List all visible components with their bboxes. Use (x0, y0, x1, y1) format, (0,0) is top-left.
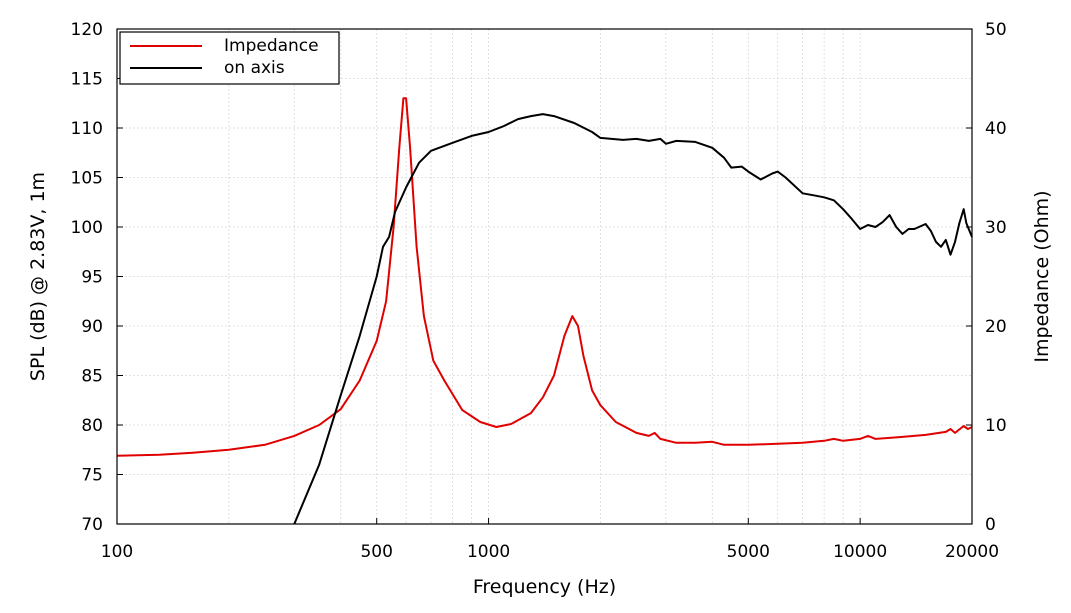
x-tick-label: 5000 (727, 542, 770, 562)
y-tick-label: 120 (71, 20, 103, 40)
y-tick-label: 70 (81, 515, 103, 535)
legend-label: Impedance (224, 36, 319, 56)
y2-tick-label: 10 (985, 416, 1007, 436)
y-tick-label: 115 (71, 70, 103, 90)
series-layer (116, 97, 973, 525)
y-axis-label: SPL (dB) @ 2.83V, 1m (27, 172, 49, 381)
x-axis-label: Frequency (Hz) (473, 576, 616, 598)
y2-tick-label: 20 (985, 317, 1007, 337)
series-line-on-axis (293, 113, 973, 525)
x-tick-label: 500 (360, 542, 392, 562)
grid (117, 29, 972, 524)
y-tick-label: 85 (81, 367, 103, 387)
legend-label: on axis (224, 58, 285, 78)
y2-tick-label: 50 (985, 20, 1007, 40)
y-tick-label: 110 (71, 119, 103, 139)
y2-tick-label: 30 (985, 218, 1007, 238)
x-tick-label: 1000 (467, 542, 510, 562)
y-tick-label: 105 (71, 169, 103, 189)
series-line-impedance (116, 97, 973, 457)
x-tick-label: 10000 (833, 542, 887, 562)
y2-tick-label: 0 (985, 515, 996, 535)
y-tick-label: 95 (81, 268, 103, 288)
x-tick-label: 100 (101, 542, 133, 562)
y-tick-label: 100 (71, 218, 103, 238)
y2-tick-label: 40 (985, 119, 1007, 139)
y-tick-label: 90 (81, 317, 103, 337)
legend-box (119, 31, 340, 85)
tick-layer: 100 500 1000 5000 10000 200007075808590951001… (71, 20, 1007, 562)
y-tick-label: 75 (81, 466, 103, 486)
y-tick-label: 80 (81, 416, 103, 436)
x-tick-label: 20000 (945, 542, 999, 562)
y2-axis-label: Impedance (Ohm) (1031, 190, 1053, 362)
